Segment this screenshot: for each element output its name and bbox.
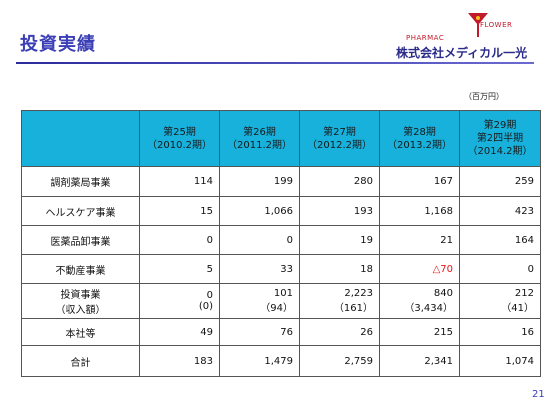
logo-company-name: 株式会社メディカル一光 [396,46,528,60]
flower-logo-icon [468,13,488,37]
table-cell: 193 [299,196,380,226]
cell-sub-value: （41） [501,303,534,314]
row-label: 投資事業 （収入額） [21,283,140,319]
total-label: 合計 [21,345,140,377]
header-cell-26: 第26期 （2011.2期） [219,110,300,167]
cell-value: 2,223 [344,288,373,299]
table-cell: 212 （41） [459,283,541,319]
title-underline [16,62,534,64]
header-corner-cell [21,110,140,167]
table-cell: 1,168 [379,196,460,226]
header-period: 第27期 [323,126,356,138]
total-cell: 2,759 [299,345,380,377]
company-logo: PHARMAC FLOWER 株式会社メディカル一光 [386,12,546,68]
row-label: 医薬品卸事業 [21,225,140,255]
table-cell: 2,223 （161） [299,283,380,319]
header-cell-27: 第27期 （2012.2期） [299,110,380,167]
header-range: 第2四半期 [476,133,524,144]
table-cell: 0 (0) [139,283,220,319]
table-cell: 1,066 [219,196,300,226]
header-period: 第26期 [243,126,276,138]
table-cell: 167 [379,166,460,197]
total-cell: 1,074 [459,345,541,377]
table-cell: 19 [299,225,380,255]
table-cell: 423 [459,196,541,226]
header-range: （2010.2期） [147,139,212,151]
cell-value: 212 [514,288,534,299]
table-row: 本社等 49 76 26 215 16 [21,318,541,346]
table-cell: 33 [219,254,300,284]
header-cell-25: 第25期 （2010.2期） [139,110,220,167]
table-cell: 16 [459,318,541,346]
page-title: 投資実績 [20,34,96,55]
header-range: （2012.2期） [307,139,372,151]
table-cell: 259 [459,166,541,197]
table-cell: 280 [299,166,380,197]
table-cell: 101 （94） [219,283,300,319]
total-cell: 1,479 [219,345,300,377]
logo-pharmac-text: PHARMAC [406,34,445,42]
table-cell: 215 [379,318,460,346]
row-label: 調剤薬局事業 [21,166,140,197]
table-cell: 26 [299,318,380,346]
investment-table: 第25期 （2010.2期） 第26期 （2011.2期） 第27期 （2012… [21,110,541,377]
total-cell: 2,341 [379,345,460,377]
table-row: 不動産事業 5 33 18 △70 0 [21,254,541,284]
table-cell: 199 [219,166,300,197]
header-range-2: （2014.2期） [467,146,533,157]
table-cell: 18 [299,254,380,284]
table-header-row: 第25期 （2010.2期） 第26期 （2011.2期） 第27期 （2012… [21,110,541,167]
cell-value: 101 [273,288,293,299]
table-cell: 21 [379,225,460,255]
logo-flower-text: FLOWER [480,21,513,29]
cell-value: 840 [433,288,453,299]
cell-value: 0 [206,290,213,301]
table-row: 投資事業 （収入額） 0 (0) 101 （94） 2,223 （161） 84… [21,283,541,319]
table-cell: 15 [139,196,220,226]
table-row: ヘルスケア事業 15 1,066 193 1,168 423 [21,196,541,226]
header-range: （2011.2期） [227,139,292,151]
header-period: 第29期 [483,120,517,131]
header-period: 第25期 [163,126,196,138]
table-cell: 76 [219,318,300,346]
header-range: （2013.2期） [387,139,452,151]
negative-value-cell: △70 [379,254,460,284]
table-cell: 0 [219,225,300,255]
table-row: 医薬品卸事業 0 0 19 21 164 [21,225,541,255]
table-cell: 0 [139,225,220,255]
table-cell: 5 [139,254,220,284]
row-label: 不動産事業 [21,254,140,284]
table-total-row: 合計 183 1,479 2,759 2,341 1,074 [21,345,541,377]
table-cell: 840 （3,434） [379,283,460,319]
total-cell: 183 [139,345,220,377]
row-label-sub: （収入額） [55,305,106,316]
cell-sub-value: （94） [260,303,293,314]
header-period: 第28期 [403,126,436,138]
header-cell-29: 第29期 第2四半期 （2014.2期） [459,110,541,167]
table-cell: 0 [459,254,541,284]
page-number: 21 [532,389,545,400]
table-cell: 49 [139,318,220,346]
row-label-main: 投資事業 [60,290,101,301]
table-cell: 114 [139,166,220,197]
table-cell: 164 [459,225,541,255]
unit-note: （百万円） [464,92,504,101]
row-label: ヘルスケア事業 [21,196,140,226]
table-row: 調剤薬局事業 114 199 280 167 259 [21,166,541,197]
cell-sub-value: (0) [198,301,213,312]
row-label: 本社等 [21,318,140,346]
cell-sub-value: （3,434） [404,303,453,314]
header-cell-28: 第28期 （2013.2期） [379,110,460,167]
cell-sub-value: （161） [333,303,373,314]
